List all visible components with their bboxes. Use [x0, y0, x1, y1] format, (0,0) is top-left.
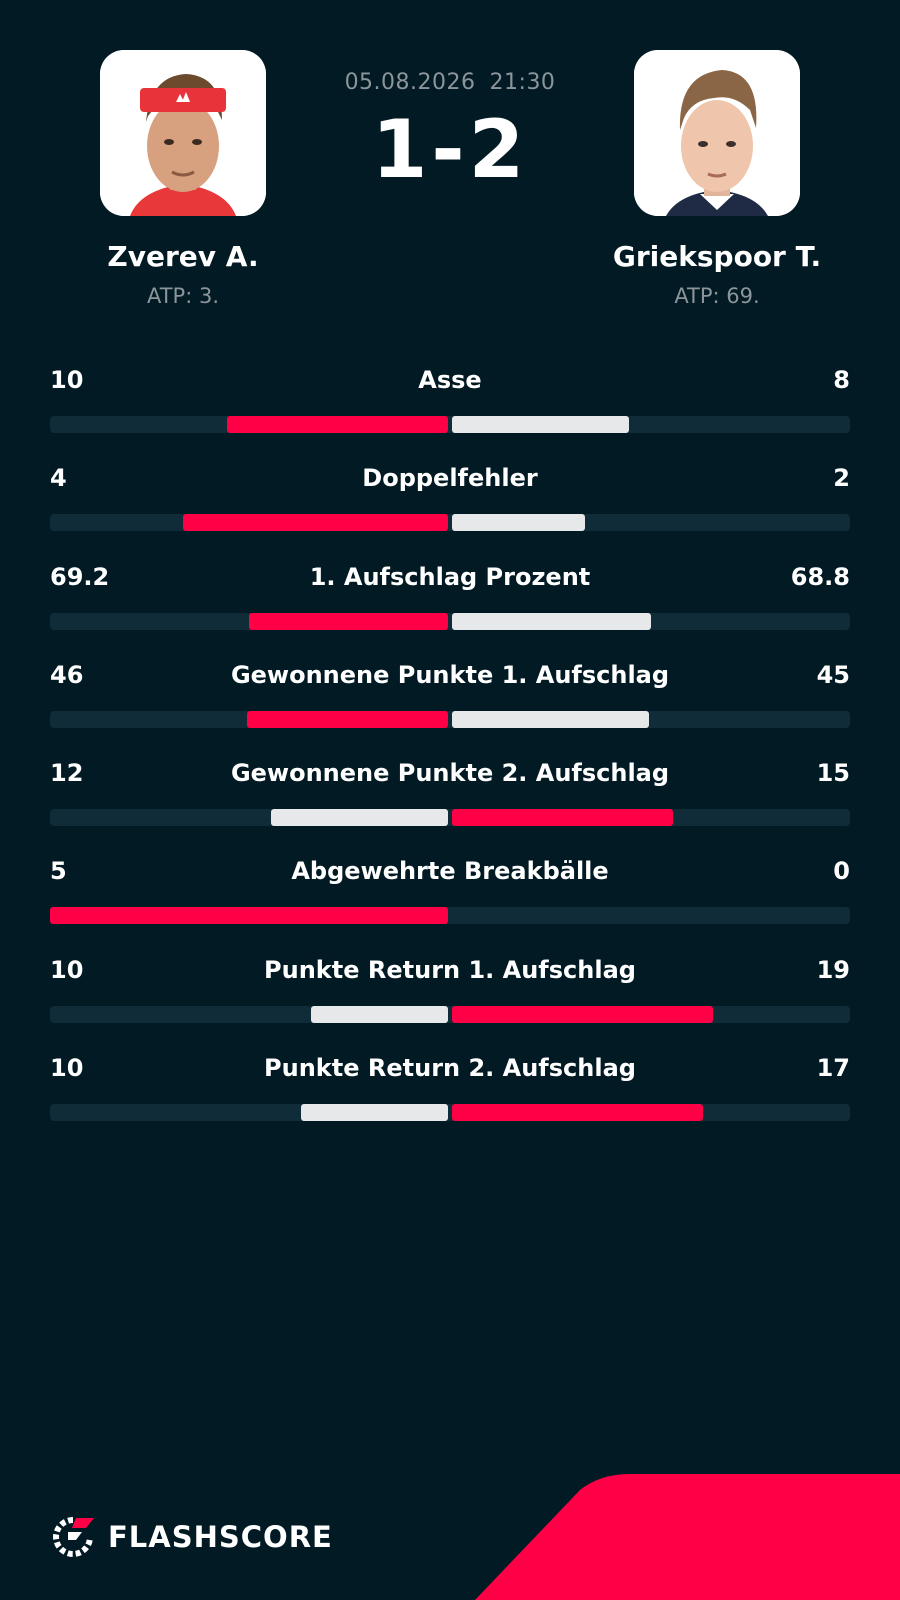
stat-label: Gewonnene Punkte 2. Aufschlag	[230, 759, 670, 788]
stat-home-value: 69.2	[50, 562, 110, 591]
stat-away-value: 19	[816, 955, 850, 984]
stat-bar-track	[50, 809, 850, 827]
stat-away-bar	[452, 416, 629, 433]
stat-row: 12 Gewonnene Punkte 2. Aufschlag 15	[50, 753, 850, 851]
stat-home-value: 10	[50, 1054, 84, 1083]
brand-name: FLASHSCORE	[108, 1520, 333, 1554]
home-player-name[interactable]: Zverev A.	[107, 240, 259, 273]
stat-bar-track	[50, 1104, 850, 1122]
stat-home-bar	[271, 809, 448, 827]
stat-home-bar	[249, 612, 448, 630]
stat-home-value: 4	[50, 464, 67, 493]
stat-home-value: 5	[50, 857, 67, 886]
stat-label: Gewonnene Punkte 1. Aufschlag	[230, 660, 670, 689]
stat-bar-track	[50, 514, 850, 532]
stat-away-value: 17	[816, 1054, 850, 1083]
stat-label: Doppelfehler	[362, 464, 538, 493]
home-player-avatar[interactable]	[100, 50, 266, 216]
match-statistics: 10 Asse 8 4 Doppelfehler 2 69.2 1. Aufsc…	[50, 360, 850, 1146]
stat-away-value: 68.8	[790, 562, 850, 591]
stat-bar-track	[50, 416, 850, 433]
stat-row: 10 Asse 8	[50, 360, 850, 458]
stat-away-value: 2	[833, 464, 850, 493]
stat-label: Asse	[418, 366, 482, 394]
stat-away-bar	[452, 1104, 703, 1122]
stat-row: 4 Doppelfehler 2	[50, 458, 850, 556]
stat-home-value: 46	[50, 660, 84, 689]
stat-home-bar	[311, 1005, 448, 1023]
stat-label: Abgewehrte Breakbälle	[291, 857, 609, 886]
stat-away-value: 45	[816, 660, 850, 689]
stat-home-bar	[301, 1104, 448, 1122]
stat-away-value: 15	[816, 759, 850, 788]
home-player-rank: ATP: 3.	[146, 284, 219, 308]
stat-label: 1. Aufschlag Prozent	[309, 562, 591, 591]
stat-home-bar	[183, 514, 448, 532]
away-player-name[interactable]: Griekspoor T.	[612, 240, 822, 273]
stat-away-bar	[452, 1005, 713, 1023]
away-player-avatar[interactable]	[634, 50, 800, 216]
brand-footer[interactable]: FLASHSCORE	[50, 1514, 333, 1560]
stat-home-value: 10	[50, 366, 84, 394]
stat-home-bar	[227, 416, 448, 433]
stat-away-bar	[452, 514, 585, 532]
stat-bar-track	[50, 1005, 850, 1023]
stat-bar-track	[50, 907, 850, 925]
stat-away-value: 8	[833, 366, 850, 394]
match-date: 05.08.2026	[344, 70, 476, 95]
stat-home-value: 12	[50, 759, 84, 788]
stat-row: 10 Punkte Return 2. Aufschlag 17	[50, 1048, 850, 1146]
stat-away-bar	[452, 612, 651, 630]
stat-away-bar	[452, 809, 673, 827]
away-player-rank: ATP: 69.	[674, 284, 760, 308]
stat-row: 46 Gewonnene Punkte 1. Aufschlag 45	[50, 655, 850, 753]
stat-home-value: 10	[50, 955, 84, 984]
stat-label: Punkte Return 1. Aufschlag	[264, 955, 636, 984]
stat-home-bar	[247, 710, 448, 728]
stat-label: Punkte Return 2. Aufschlag	[264, 1054, 636, 1083]
stat-bar-track	[50, 612, 850, 630]
match-datetime: 05.08.2026 21:30	[0, 70, 900, 95]
stat-row: 10 Punkte Return 1. Aufschlag 19	[50, 950, 850, 1048]
stat-bar-track	[50, 710, 850, 728]
stat-home-bar	[50, 907, 448, 925]
stat-away-value: 0	[833, 857, 850, 886]
stat-away-bar	[452, 710, 649, 728]
flashscore-logo-icon	[53, 1517, 94, 1557]
stat-row: 5 Abgewehrte Breakbälle 0	[50, 851, 850, 949]
stat-row: 69.2 1. Aufschlag Prozent 68.8	[50, 557, 850, 655]
match-score: 1-2	[371, 103, 529, 196]
match-time: 21:30	[489, 70, 556, 95]
